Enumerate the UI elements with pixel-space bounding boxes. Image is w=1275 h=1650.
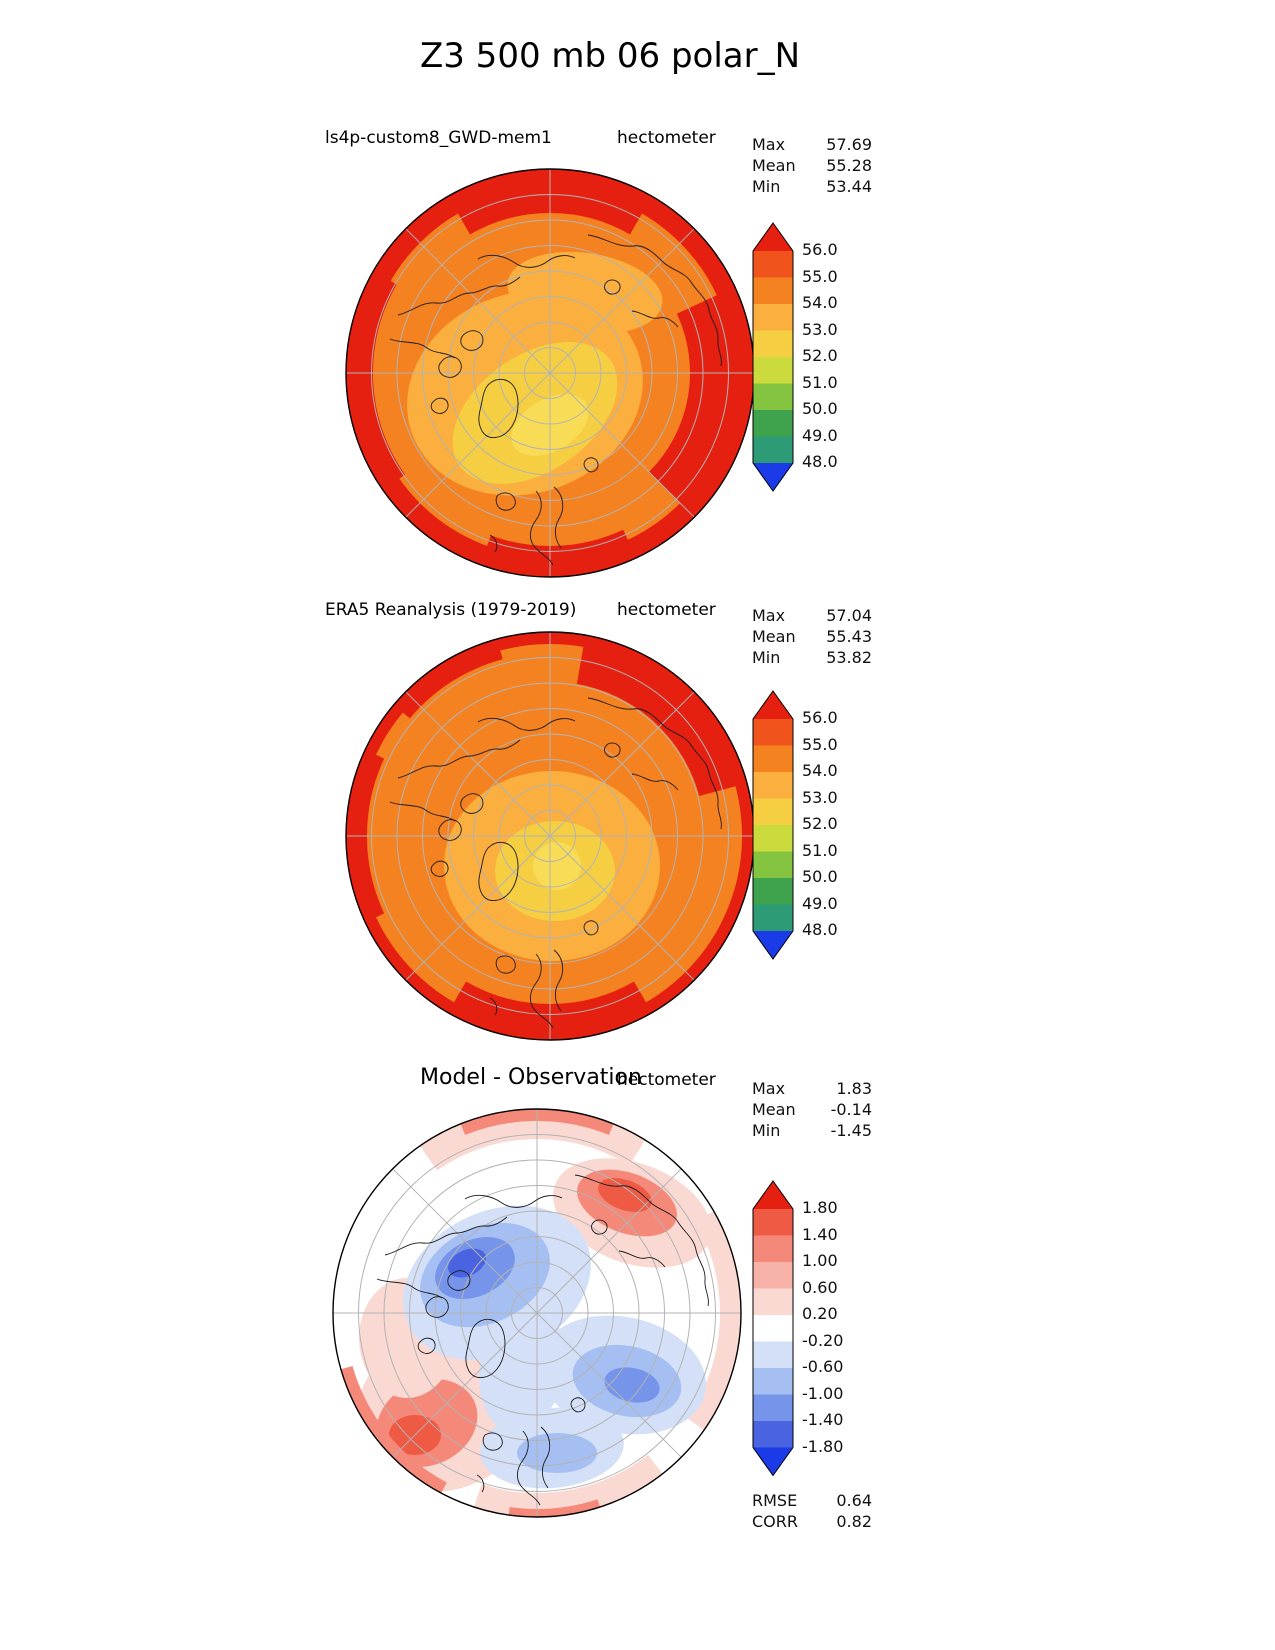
stat-row: Mean -0.14	[752, 1099, 872, 1120]
stat-row: Mean 55.43	[752, 626, 872, 647]
panel3-stats: Max 1.83 Mean -0.14 Min -1.45	[752, 1078, 872, 1141]
stat-row: Max 57.04	[752, 605, 872, 626]
stat-row: Min -1.45	[752, 1120, 872, 1141]
stat-value: -1.45	[830, 1121, 872, 1140]
map-era5-svg	[345, 631, 755, 1041]
stat-row: Min 53.82	[752, 647, 872, 668]
colorbar-tick-label: 50.0	[802, 399, 838, 418]
stat-label: Min	[752, 177, 781, 196]
colorbar-tick-label: 53.0	[802, 319, 838, 339]
stat-label: Min	[752, 648, 781, 667]
stat-label: Mean	[752, 1100, 796, 1119]
metric-value: 0.82	[836, 1512, 872, 1531]
colorbar-tick-label: 56.0	[802, 240, 838, 259]
panel3-colorbar: 1.80 1.40 1.00 0.60 0.20 -0.20 -0.60 -1.00 -1.40…	[752, 1180, 882, 1481]
metric-label: CORR	[752, 1512, 798, 1531]
colorbar-tick-label: 54.0	[802, 293, 838, 312]
colorbar-tick-label: 0.20	[802, 1304, 838, 1323]
panel2-stats: Max 57.04 Mean 55.43 Min 53.82	[752, 605, 872, 668]
map-difference-svg	[332, 1108, 742, 1518]
panel1-units: hectometer	[617, 128, 716, 148]
colorbar-tick-label: -1.80	[802, 1436, 844, 1456]
colorbar-tick-label: 54.0	[802, 761, 838, 780]
stat-row: Max 57.69	[752, 134, 872, 155]
colorbar-tick-label: 56.0	[802, 708, 838, 727]
colorbar-tick-label: -0.20	[802, 1330, 844, 1350]
stat-value: 57.69	[826, 135, 872, 154]
stat-label: Mean	[752, 156, 796, 175]
stat-row: Mean 55.28	[752, 155, 872, 176]
stat-value: 53.44	[826, 177, 872, 196]
colorbar-tick-label: 51.0	[802, 840, 838, 860]
colorbar-gradient	[752, 222, 794, 492]
stat-value: 55.43	[826, 627, 872, 646]
stat-value: 1.83	[836, 1079, 872, 1098]
colorbar-tick-label: 55.0	[802, 734, 838, 754]
stat-value: 53.82	[826, 648, 872, 667]
metric-value: 0.64	[836, 1491, 872, 1510]
panel1-colorbar: 56.0 55.0 54.0 53.0 52.0 51.0 50.0 49.0 48.0	[752, 222, 882, 496]
map-difference	[327, 1103, 747, 1527]
panel3-title: Model - Observation	[420, 1065, 642, 1090]
metric-row: RMSE 0.64	[752, 1490, 872, 1511]
stat-value: 55.28	[826, 156, 872, 175]
panel3-units: hectometer	[617, 1070, 716, 1090]
colorbar-tick-label: 52.0	[802, 814, 838, 833]
colorbar-gradient	[752, 690, 794, 960]
panel1-title: ls4p-custom8_GWD-mem1	[325, 128, 552, 148]
metric-row: CORR 0.82	[752, 1511, 872, 1532]
panel1-stats: Max 57.69 Mean 55.28 Min 53.44	[752, 134, 872, 197]
stat-label: Mean	[752, 627, 796, 646]
stat-value: -0.14	[830, 1100, 872, 1119]
map-border	[332, 1108, 742, 1518]
metric-label: RMSE	[752, 1491, 798, 1510]
stat-value: 57.04	[826, 606, 872, 625]
figure-title: Z3 500 mb 06 polar_N	[419, 36, 801, 76]
colorbar-tick-label: 49.0	[802, 425, 838, 445]
panel2-colorbar: 56.0 55.0 54.0 53.0 52.0 51.0 50.0 49.0 48.0	[752, 690, 882, 964]
colorbar-tick-label: 49.0	[802, 893, 838, 913]
colorbar-tick-label: 0.60	[802, 1277, 838, 1297]
map-era5	[340, 626, 760, 1050]
stat-label: Max	[752, 135, 786, 154]
colorbar-tick-label: 55.0	[802, 266, 838, 286]
stat-label: Min	[752, 1121, 781, 1140]
colorbar-tick-label: 1.00	[802, 1251, 838, 1270]
panel3-metrics: RMSE 0.64 CORR 0.82	[752, 1490, 872, 1532]
colorbar-tick-label: 52.0	[802, 346, 838, 365]
map-model	[340, 163, 760, 587]
stat-row: Min 53.44	[752, 176, 872, 197]
panel2-units: hectometer	[617, 600, 716, 620]
colorbar-tick-label: 51.0	[802, 372, 838, 392]
colorbar-tick-label: -1.40	[802, 1410, 844, 1429]
colorbar-tick-label: 50.0	[802, 867, 838, 886]
colorbar-tick-label: 53.0	[802, 787, 838, 807]
colorbar-tick-label: -0.60	[802, 1357, 844, 1376]
colorbar-tick-label: 48.0	[802, 920, 838, 939]
colorbar-tick-label: 48.0	[802, 452, 838, 471]
colorbar-tick-label: 1.40	[802, 1224, 838, 1244]
panel2-title: ERA5 Reanalysis (1979-2019)	[325, 600, 577, 620]
colorbar-tick-label: -1.00	[802, 1383, 844, 1403]
stat-label: Max	[752, 606, 786, 625]
stat-row: Max 1.83	[752, 1078, 872, 1099]
colorbar-tick-label: 1.80	[802, 1198, 838, 1217]
stat-label: Max	[752, 1079, 786, 1098]
map-model-svg	[345, 168, 755, 578]
colorbar-gradient	[752, 1180, 794, 1477]
